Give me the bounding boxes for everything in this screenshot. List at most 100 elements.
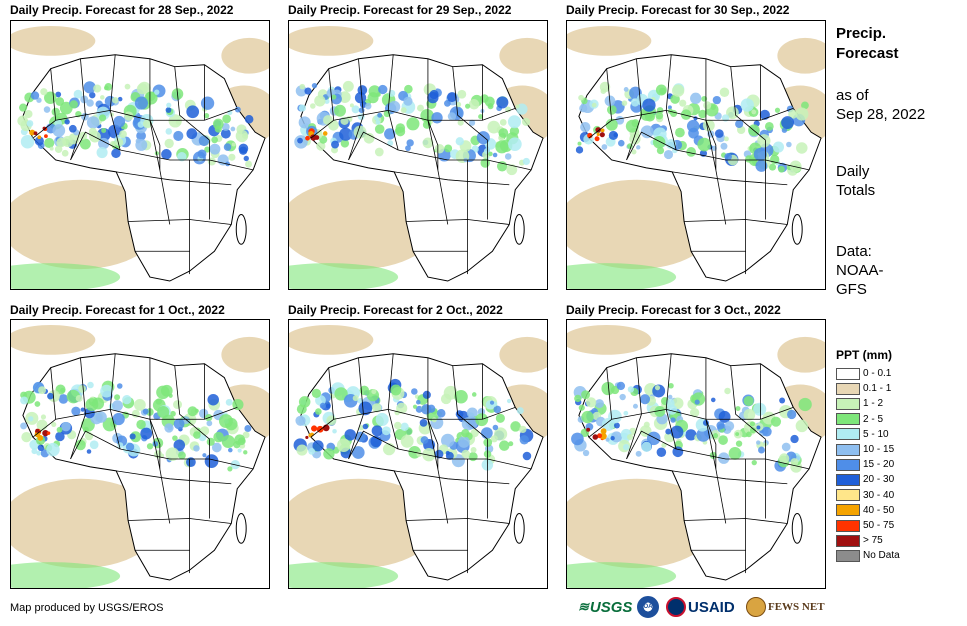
legend-label: 50 - 75	[863, 520, 895, 531]
legend-item: 5 - 10	[836, 427, 889, 442]
rain-cell	[751, 459, 757, 466]
rain-cell	[204, 454, 219, 468]
rain-cell	[228, 447, 233, 453]
rain-cell	[298, 396, 311, 408]
rain-cell	[116, 383, 123, 389]
rain-cell	[370, 435, 382, 448]
rain-cell	[231, 142, 236, 147]
rain-cell	[165, 107, 172, 113]
rain-cell	[244, 115, 254, 124]
dry-area	[567, 325, 652, 355]
rain-cell	[655, 84, 667, 96]
legend-swatch	[836, 549, 860, 562]
rain-cell	[781, 116, 795, 130]
rain-cell	[688, 127, 699, 139]
rain-area	[289, 562, 399, 588]
rain-cell	[454, 389, 468, 404]
rain-cell	[696, 428, 711, 442]
dry-area	[289, 26, 374, 56]
rain-cell	[165, 128, 173, 135]
rain-cell	[495, 140, 509, 154]
rain-area	[289, 263, 399, 289]
rain-cell	[508, 137, 522, 152]
rain-cell	[461, 449, 470, 459]
madagascar	[235, 513, 247, 544]
country-border	[70, 357, 86, 460]
rain-cell	[427, 91, 439, 104]
heavy-rain-cell	[594, 136, 600, 142]
rain-cell	[71, 406, 81, 416]
rain-cell	[755, 159, 768, 172]
rain-cell	[336, 438, 351, 453]
rain-cell	[781, 442, 791, 452]
rain-cell	[801, 101, 809, 110]
as-of-value: Sep 28, 2022	[836, 106, 926, 123]
rain-cell	[671, 84, 685, 97]
heavy-rain-cell	[305, 435, 309, 440]
rain-cell	[152, 441, 159, 447]
country-border	[452, 365, 488, 440]
rain-cell	[31, 448, 38, 455]
rain-cell	[200, 96, 215, 110]
rain-cell	[446, 92, 457, 103]
dry-area	[11, 478, 160, 569]
dry-area	[289, 325, 374, 355]
rain-cell	[334, 104, 346, 117]
dry-area	[499, 37, 547, 74]
rain-cell	[571, 432, 584, 446]
rain-cell	[772, 141, 785, 153]
legend-label: 1 - 2	[863, 398, 884, 410]
rain-cell	[340, 139, 350, 148]
rain-cell	[172, 435, 178, 441]
data-source: Data: NOAA- GFS	[836, 242, 884, 299]
rain-cell	[206, 420, 213, 427]
country-border	[394, 171, 510, 186]
rain-cell	[629, 133, 641, 145]
map-canvas	[289, 26, 547, 289]
rain-cell	[411, 388, 418, 395]
rain-cell	[297, 137, 303, 144]
rain-cell	[613, 422, 620, 429]
madagascar	[235, 214, 247, 245]
rain-cell	[667, 394, 673, 400]
heavy-rain-cell	[595, 127, 601, 133]
rain-cell	[616, 381, 626, 391]
country-border	[626, 357, 642, 460]
rain-cell	[492, 424, 499, 431]
rain-cell	[228, 153, 236, 161]
rain-cell	[670, 109, 678, 117]
legend-label: 10 - 15	[863, 444, 895, 455]
rain-cell	[211, 442, 222, 453]
rain-cell	[405, 145, 411, 152]
madagascar	[791, 214, 803, 245]
fewsnet-logo: FEWS NET	[746, 596, 825, 618]
rain-cell	[232, 399, 244, 411]
rain-cell	[310, 103, 316, 109]
rain-cell	[238, 143, 249, 154]
rain-cell	[186, 105, 200, 119]
sidebar-title-line: Precip.	[836, 25, 887, 42]
rain-cell	[761, 426, 772, 437]
rain-cell	[667, 105, 672, 110]
rain-cell	[308, 447, 315, 455]
country-border	[452, 66, 488, 141]
rain-cell	[112, 412, 125, 426]
rain-cell	[362, 423, 369, 430]
rain-cell	[140, 427, 153, 440]
country-border	[672, 470, 788, 485]
legend-swatch	[836, 534, 860, 547]
rain-cell	[498, 440, 510, 451]
rain-cell	[296, 444, 308, 456]
rain-cell	[447, 112, 457, 121]
rain-cell	[197, 149, 207, 159]
rain-cell	[661, 442, 667, 448]
rain-cell	[164, 138, 174, 149]
heavy-rain-cell	[42, 126, 47, 131]
rain-cell	[656, 447, 667, 457]
rain-cell	[689, 407, 700, 418]
rain-cell	[619, 393, 626, 401]
heavy-rain-cell	[42, 429, 49, 437]
rain-cell	[655, 111, 664, 120]
rain-cell	[581, 410, 594, 424]
legend-item: 30 - 40	[836, 488, 894, 503]
